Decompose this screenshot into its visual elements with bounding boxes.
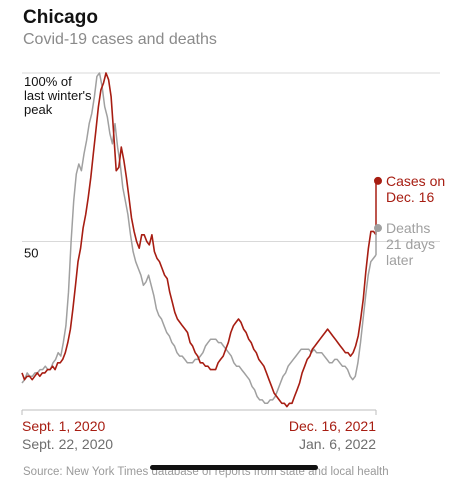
series-lines: [21, 72, 377, 408]
y-tick-label-line: 100% of: [24, 74, 72, 89]
y-tick-label-line: peak: [24, 102, 53, 117]
x-axis-labels: Sept. 1, 2020 Sept. 22, 2020 Dec. 16, 2021…: [22, 418, 376, 452]
end-labels: Cases on Dec. 16 Deaths 21 days later: [374, 173, 445, 268]
y-tick-label-50: 50: [24, 246, 38, 261]
y-tick-label-line: last winter's: [24, 88, 92, 103]
y-tick-label-100: 100% of last winter's peak: [24, 74, 92, 117]
end-label-line: later: [386, 252, 414, 268]
x-label-cases-end: Dec. 16, 2021: [289, 418, 376, 434]
series-line-cases: [21, 72, 377, 408]
x-label-deaths-end: Jan. 6, 2022: [299, 436, 376, 452]
chart-title: Chicago: [23, 7, 98, 28]
end-label-deaths: Deaths 21 days later: [386, 220, 435, 268]
end-label-cases: Cases on Dec. 16: [386, 173, 445, 205]
end-label-line: Cases on: [386, 173, 445, 189]
chart-subtitle: Covid-19 cases and deaths: [23, 31, 217, 48]
home-indicator: [150, 465, 318, 470]
y-axis-labels: 100% of last winter's peak 50: [24, 74, 92, 261]
x-label-deaths-start: Sept. 22, 2020: [22, 436, 113, 452]
end-label-line: Dec. 16: [386, 189, 434, 205]
y-tick-label-line: 50: [24, 246, 38, 261]
series-line-deaths: [21, 72, 377, 405]
end-dot-deaths: [374, 224, 382, 233]
end-dot-cases: [374, 176, 382, 185]
end-label-line: 21 days: [386, 236, 435, 252]
gridlines: [21, 72, 440, 415]
x-label-cases-start: Sept. 1, 2020: [22, 418, 106, 434]
end-label-line: Deaths: [386, 220, 430, 236]
